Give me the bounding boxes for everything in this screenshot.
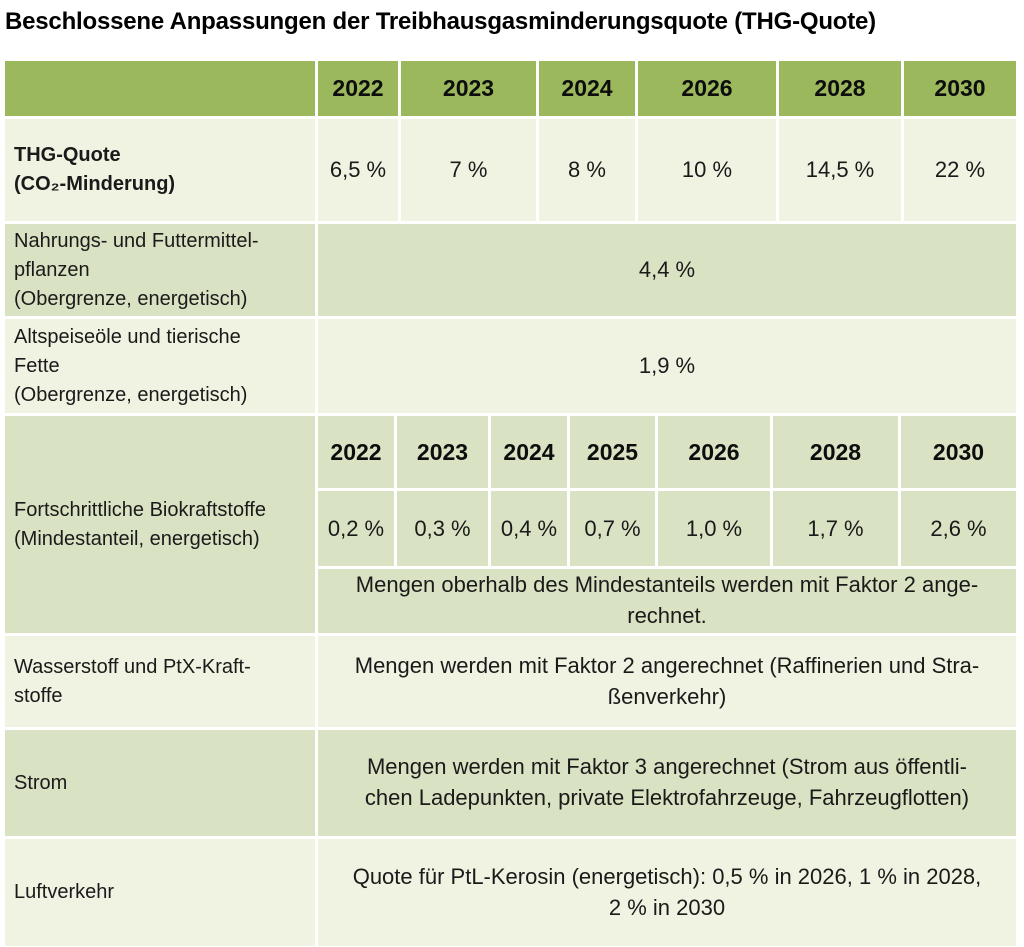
bio-value-2023: 0,3 % [397, 491, 488, 566]
advanced-biofuels-label: Fortschrittliche Biokraftstoffe (Mindest… [5, 416, 315, 633]
bio-value-2022: 0,2 % [318, 491, 394, 566]
thg-value-2022: 6,5 % [318, 119, 398, 221]
hydrogen-ptx-label: Wasserstoff und PtX-Kraft- stoffe [5, 636, 315, 727]
main-year-header-2028: 2028 [779, 61, 901, 116]
thg-quote-label: THG-Quote (CO₂-Minderung) [5, 119, 315, 221]
thg-quote-row: THG-Quote (CO₂-Minderung) 6,5 % 7 % 8 % … [5, 119, 1016, 221]
bio-value-2026: 1,0 % [658, 491, 770, 566]
food-crops-row: Nahrungs- und Futtermittel- pflanzen (Ob… [5, 224, 1016, 316]
waste-oils-value: 1,9 % [318, 319, 1016, 413]
bio-year-header-2030: 2030 [901, 416, 1016, 488]
thg-value-2023: 7 % [401, 119, 536, 221]
thg-value-2026: 10 % [638, 119, 776, 221]
food-crops-label: Nahrungs- und Futtermittel- pflanzen (Ob… [5, 224, 315, 316]
electricity-label: Strom [5, 730, 315, 836]
thg-value-2024: 8 % [539, 119, 635, 221]
bio-value-2028: 1,7 % [773, 491, 898, 566]
aviation-label: Luftverkehr [5, 839, 315, 946]
page-title: Beschlossene Anpassungen der Treibhausga… [5, 8, 876, 35]
electricity-value: Mengen werden mit Faktor 3 angerechnet (… [318, 730, 1016, 836]
main-header-spacer-cell [5, 61, 315, 116]
main-year-header-2023: 2023 [401, 61, 536, 116]
main-year-header-2022: 2022 [318, 61, 398, 116]
bio-year-header-2025: 2025 [570, 416, 655, 488]
main-year-header-2026: 2026 [638, 61, 776, 116]
main-year-header-2024: 2024 [539, 61, 635, 116]
bio-year-header-2026: 2026 [658, 416, 770, 488]
main-year-header-row: 2022 2023 2024 2026 2028 2030 [5, 61, 1016, 116]
bio-value-2030: 2,6 % [901, 491, 1016, 566]
hydrogen-ptx-value: Mengen werden mit Faktor 2 angerechnet (… [318, 636, 1016, 727]
aviation-value: Quote für PtL-Kerosin (energetisch): 0,5… [318, 839, 1016, 946]
food-crops-value: 4,4 % [318, 224, 1016, 316]
bio-value-2025: 0,7 % [570, 491, 655, 566]
bio-year-header-2024: 2024 [491, 416, 567, 488]
bio-year-header-2023: 2023 [397, 416, 488, 488]
thg-quota-table: 2022 2023 2024 2026 2028 2030 THG-Quote … [5, 61, 1016, 946]
thg-value-2030: 22 % [904, 119, 1016, 221]
waste-oils-row: Altspeiseöle und tierische Fette (Obergr… [5, 319, 1016, 413]
main-year-header-2030: 2030 [904, 61, 1016, 116]
advanced-biofuels-section: Fortschrittliche Biokraftstoffe (Mindest… [5, 416, 1016, 633]
waste-oils-label: Altspeiseöle und tierische Fette (Obergr… [5, 319, 315, 413]
bio-value-2024: 0,4 % [491, 491, 567, 566]
biofuels-factor-note: Mengen oberhalb des Mindestanteils werde… [318, 569, 1016, 633]
bio-year-header-2028: 2028 [773, 416, 898, 488]
hydrogen-ptx-row: Wasserstoff und PtX-Kraft- stoffe Mengen… [5, 636, 1016, 727]
aviation-row: Luftverkehr Quote für PtL-Kerosin (energ… [5, 839, 1016, 946]
bio-year-header-2022: 2022 [318, 416, 394, 488]
thg-value-2028: 14,5 % [779, 119, 901, 221]
electricity-row: Strom Mengen werden mit Faktor 3 angerec… [5, 730, 1016, 836]
